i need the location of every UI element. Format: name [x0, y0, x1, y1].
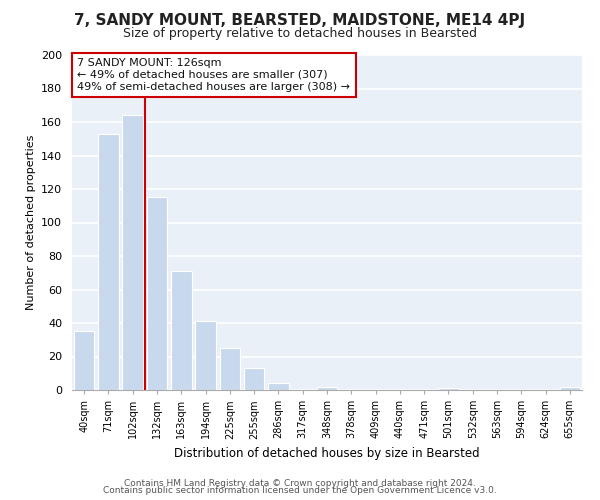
Bar: [74, 332, 94, 390]
Bar: [560, 386, 580, 390]
Text: Contains HM Land Registry data © Crown copyright and database right 2024.: Contains HM Land Registry data © Crown c…: [124, 478, 476, 488]
Text: 7, SANDY MOUNT, BEARSTED, MAIDSTONE, ME14 4PJ: 7, SANDY MOUNT, BEARSTED, MAIDSTONE, ME1…: [74, 12, 526, 28]
Bar: [244, 368, 265, 390]
Bar: [98, 134, 119, 390]
Bar: [268, 384, 289, 390]
Bar: [122, 116, 143, 390]
X-axis label: Distribution of detached houses by size in Bearsted: Distribution of detached houses by size …: [174, 447, 480, 460]
Y-axis label: Number of detached properties: Number of detached properties: [26, 135, 35, 310]
Text: Contains public sector information licensed under the Open Government Licence v3: Contains public sector information licen…: [103, 486, 497, 495]
Text: 7 SANDY MOUNT: 126sqm
← 49% of detached houses are smaller (307)
49% of semi-det: 7 SANDY MOUNT: 126sqm ← 49% of detached …: [77, 58, 350, 92]
Bar: [171, 271, 191, 390]
Bar: [438, 388, 459, 390]
Text: Size of property relative to detached houses in Bearsted: Size of property relative to detached ho…: [123, 28, 477, 40]
Bar: [146, 198, 167, 390]
Bar: [220, 348, 240, 390]
Bar: [317, 386, 337, 390]
Bar: [195, 322, 216, 390]
